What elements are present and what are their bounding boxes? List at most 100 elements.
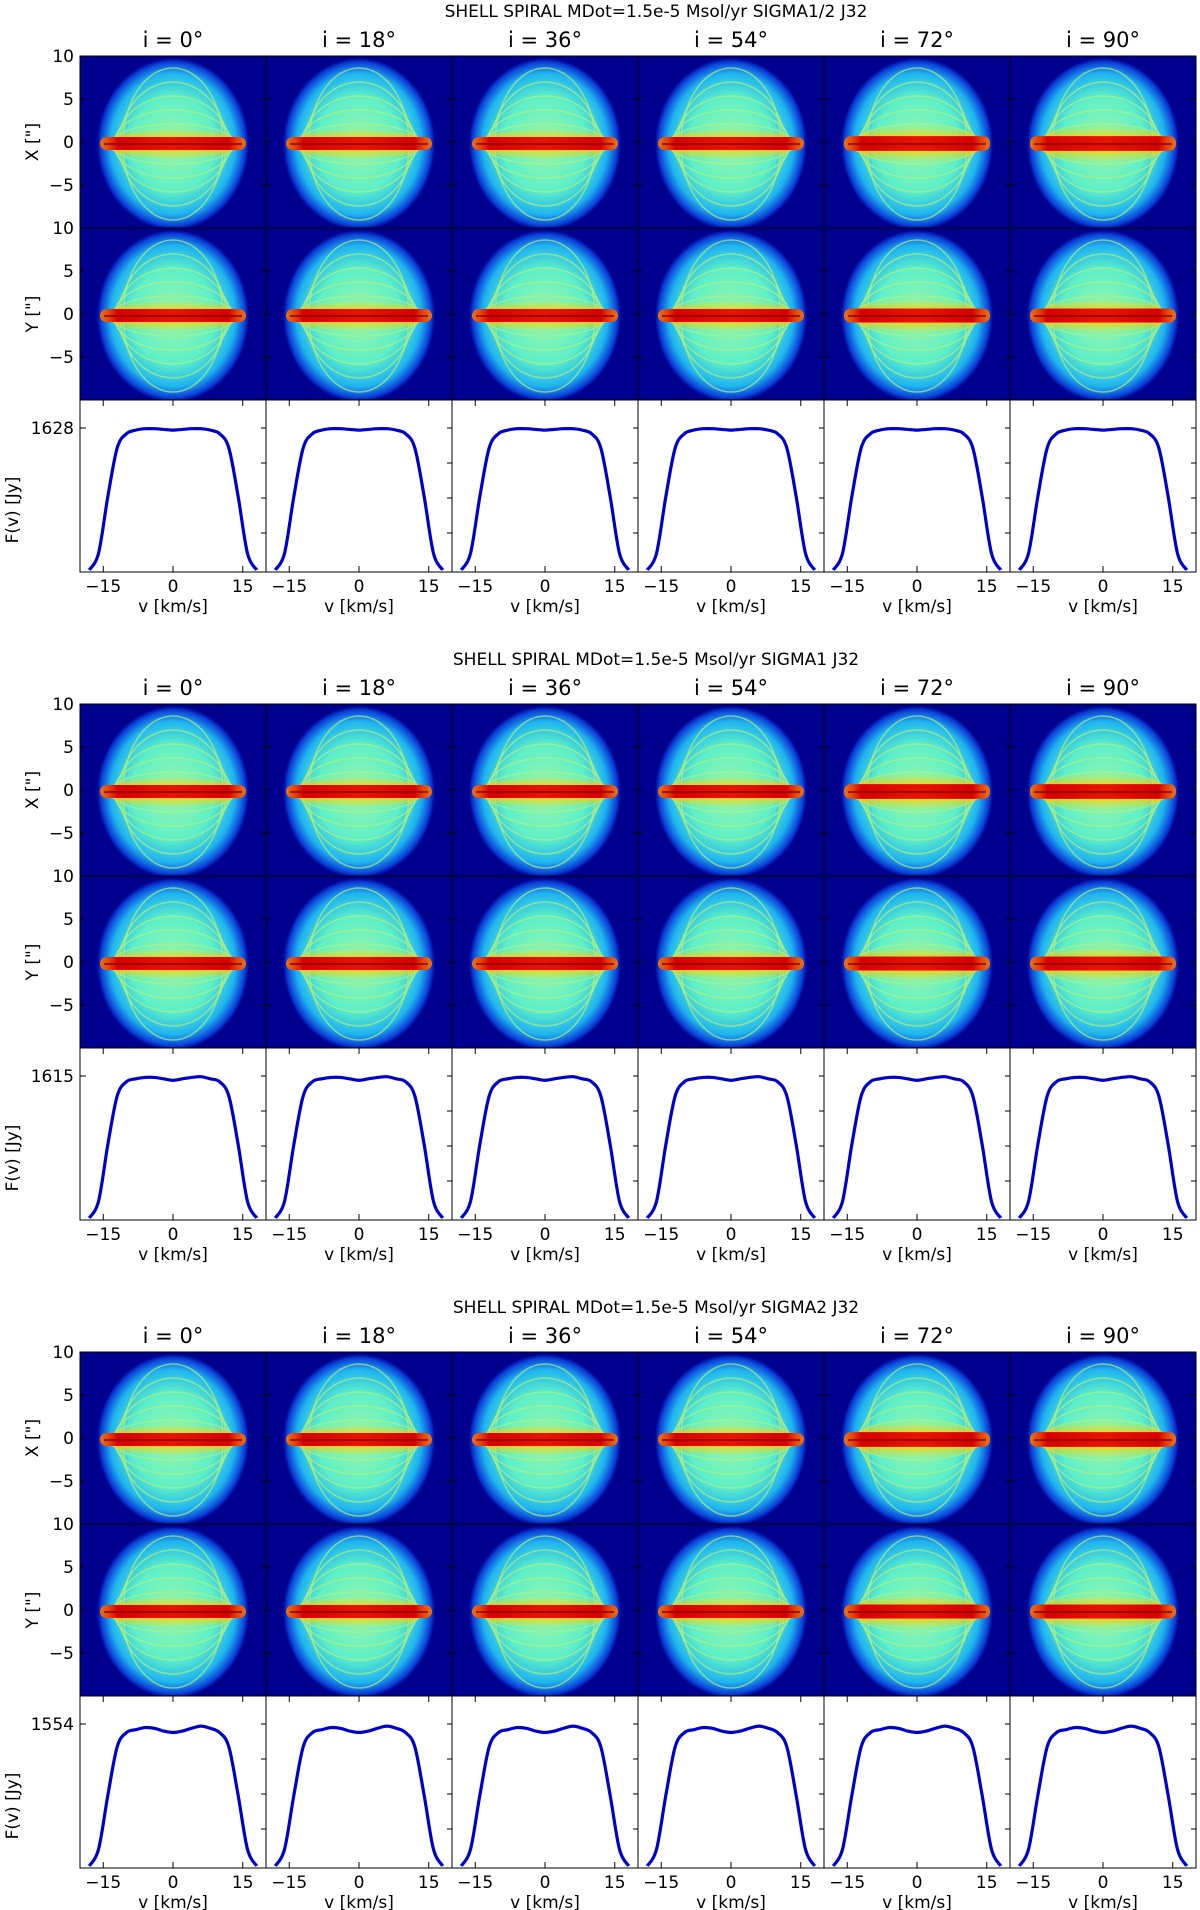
profile-frame bbox=[265, 399, 453, 573]
map-panel bbox=[823, 875, 1011, 1049]
map-panel bbox=[79, 1351, 267, 1525]
map-panel bbox=[823, 1523, 1011, 1697]
profile-panel: −15 0 15 v [km/s] bbox=[637, 399, 825, 617]
map-y-tick-label: −5 bbox=[49, 176, 74, 196]
line-profile-series bbox=[831, 1075, 1003, 1219]
x-tick-label: −15 bbox=[457, 1225, 493, 1245]
map-panel bbox=[451, 55, 639, 229]
map-y-tick-label: 5 bbox=[63, 1386, 74, 1406]
map-panel bbox=[637, 1351, 825, 1525]
line-profile-series bbox=[1017, 426, 1189, 571]
x-tick-label: 0 bbox=[540, 577, 551, 597]
map-panel bbox=[451, 875, 639, 1049]
profile-panel: −15 0 15 v [km/s] bbox=[79, 399, 267, 617]
inclination-label: i = 54° bbox=[694, 28, 768, 52]
x-tick-label: 0 bbox=[1098, 1225, 1109, 1245]
profile-frame bbox=[451, 1695, 639, 1869]
x-tick-label: 0 bbox=[726, 1225, 737, 1245]
profile-frame bbox=[265, 1695, 453, 1869]
chart-title: SHELL SPIRAL MDot=1.5e-5 Msol/yr SIGMA1/… bbox=[445, 2, 868, 22]
profile-frame bbox=[1009, 1047, 1197, 1221]
map-axis-label: Y ["] bbox=[23, 1592, 43, 1630]
profile-frame bbox=[637, 399, 825, 573]
line-profile-series bbox=[645, 1724, 817, 1867]
map-y-tick-label: 10 bbox=[52, 1343, 74, 1363]
line-profile-series bbox=[87, 426, 259, 571]
x-tick-label: 0 bbox=[540, 1225, 551, 1245]
x-axis-label: v [km/s] bbox=[324, 597, 394, 617]
profile-panel: −15 0 15 v [km/s] bbox=[823, 399, 1011, 617]
map-panel bbox=[823, 55, 1011, 229]
profile-panel: −15 0 15 v [km/s] bbox=[265, 399, 453, 617]
inclination-label: i = 0° bbox=[143, 676, 204, 700]
x-tick-label: 15 bbox=[418, 577, 440, 597]
map-y-tick-label: 0 bbox=[63, 1601, 74, 1621]
profile-panel: −15 0 15 v [km/s] bbox=[823, 1695, 1011, 1910]
x-axis-label: v [km/s] bbox=[324, 1893, 394, 1910]
inclination-label: i = 18° bbox=[322, 1324, 396, 1348]
line-profile-series bbox=[459, 426, 631, 571]
profile-frame bbox=[265, 1047, 453, 1221]
x-axis-label: v [km/s] bbox=[696, 597, 766, 617]
profile-panel: −15 0 15 v [km/s] bbox=[823, 1047, 1011, 1265]
x-tick-label: −15 bbox=[1015, 1225, 1051, 1245]
map-panel bbox=[637, 875, 825, 1049]
map-axis-label: X ["] bbox=[23, 1419, 43, 1457]
map-panel bbox=[265, 875, 453, 1049]
x-tick-label: 15 bbox=[604, 1225, 626, 1245]
map-panel bbox=[1009, 875, 1197, 1049]
profile-frame bbox=[637, 1047, 825, 1221]
line-profile-series bbox=[87, 1075, 259, 1219]
map-y-tick-label: 10 bbox=[52, 219, 74, 239]
x-tick-label: −15 bbox=[271, 577, 307, 597]
x-axis-label: v [km/s] bbox=[1068, 1245, 1138, 1265]
x-axis-label: v [km/s] bbox=[324, 1245, 394, 1265]
map-panel bbox=[265, 227, 453, 401]
map-y-tick-label: −5 bbox=[49, 1644, 74, 1664]
inclination-label: i = 90° bbox=[1066, 1324, 1140, 1348]
map-panel bbox=[823, 1351, 1011, 1525]
x-axis-label: v [km/s] bbox=[510, 1893, 580, 1910]
x-tick-label: 0 bbox=[354, 1873, 365, 1893]
x-tick-label: 15 bbox=[976, 1225, 998, 1245]
x-axis-label: v [km/s] bbox=[510, 597, 580, 617]
map-panel bbox=[637, 1523, 825, 1697]
map-y-tick-label: 5 bbox=[63, 90, 74, 110]
map-panel bbox=[265, 703, 453, 877]
map-panel bbox=[823, 227, 1011, 401]
map-y-tick-label: 0 bbox=[63, 133, 74, 153]
profile-panel: −15 0 15 v [km/s] bbox=[265, 1695, 453, 1910]
chart-title: SHELL SPIRAL MDot=1.5e-5 Msol/yr SIGMA2 … bbox=[453, 1298, 859, 1318]
x-tick-label: −15 bbox=[643, 1873, 679, 1893]
x-tick-label: 15 bbox=[232, 1873, 254, 1893]
x-axis-label: v [km/s] bbox=[1068, 1893, 1138, 1910]
map-axis-label: X ["] bbox=[23, 771, 43, 809]
map-panel bbox=[823, 703, 1011, 877]
x-tick-label: 15 bbox=[604, 577, 626, 597]
map-panel bbox=[1009, 55, 1197, 229]
inclination-label: i = 18° bbox=[322, 28, 396, 52]
chart-title: SHELL SPIRAL MDot=1.5e-5 Msol/yr SIGMA1 … bbox=[453, 650, 859, 670]
map-panel bbox=[79, 703, 267, 877]
x-tick-label: −15 bbox=[271, 1225, 307, 1245]
inclination-label: i = 72° bbox=[880, 28, 954, 52]
profile-panel: −15 0 15 v [km/s] bbox=[637, 1047, 825, 1265]
x-tick-label: 15 bbox=[976, 1873, 998, 1893]
map-y-tick-label: 5 bbox=[63, 738, 74, 758]
map-axis-label: Y ["] bbox=[23, 296, 43, 334]
x-tick-label: 15 bbox=[1162, 1225, 1184, 1245]
x-tick-label: 0 bbox=[540, 1873, 551, 1893]
x-tick-label: 0 bbox=[912, 1873, 923, 1893]
map-y-tick-label: 10 bbox=[52, 1515, 74, 1535]
profile-peak-tick-label: 1628 bbox=[31, 419, 74, 439]
profile-panel: −15 0 15 v [km/s] bbox=[451, 1047, 639, 1265]
x-tick-label: 0 bbox=[168, 1873, 179, 1893]
x-tick-label: −15 bbox=[85, 1225, 121, 1245]
profile-frame bbox=[823, 399, 1011, 573]
map-panel bbox=[1009, 227, 1197, 401]
map-panel bbox=[79, 1523, 267, 1697]
map-panel bbox=[451, 1523, 639, 1697]
map-y-tick-label: 5 bbox=[63, 910, 74, 930]
map-panel bbox=[451, 227, 639, 401]
map-y-tick-label: 10 bbox=[52, 867, 74, 887]
